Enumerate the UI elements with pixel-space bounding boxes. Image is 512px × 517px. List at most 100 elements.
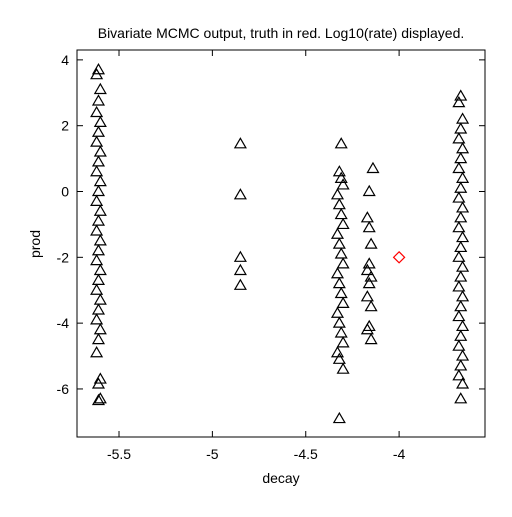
point: [91, 303, 106, 315]
point: [454, 151, 468, 164]
point: [336, 257, 350, 269]
point: [454, 299, 468, 312]
point: [91, 244, 106, 256]
point: [93, 392, 107, 404]
point: [334, 207, 348, 220]
point: [392, 250, 406, 264]
point: [334, 247, 348, 259]
point: [93, 234, 107, 246]
y-tick-label: 0: [61, 184, 69, 200]
point: [452, 369, 466, 381]
point: [332, 237, 346, 249]
x-axis-label: decay: [262, 470, 299, 486]
point: [452, 95, 466, 108]
point: [452, 221, 466, 233]
point: [91, 377, 106, 389]
point: [456, 319, 470, 332]
point: [90, 283, 104, 295]
point: [332, 352, 346, 364]
point: [360, 323, 374, 335]
point: [456, 290, 470, 302]
point: [454, 359, 468, 371]
point: [452, 339, 466, 351]
point: [454, 329, 468, 341]
point: [332, 197, 346, 210]
point: [90, 105, 104, 118]
point: [360, 290, 374, 302]
point: [332, 411, 346, 424]
y-tick-label: 2: [61, 118, 69, 134]
point: [454, 240, 468, 253]
point: [93, 323, 107, 335]
point: [456, 112, 470, 124]
point: [334, 326, 348, 338]
point: [336, 217, 350, 230]
point: [452, 132, 466, 144]
point: [452, 309, 466, 322]
point: [91, 332, 106, 345]
point: [362, 221, 376, 233]
point: [332, 276, 346, 289]
point: [91, 393, 106, 406]
point: [91, 214, 106, 226]
point: [456, 260, 470, 272]
y-tick-label: -6: [57, 381, 70, 397]
point: [90, 253, 104, 266]
x-tick-label: -4: [393, 446, 406, 462]
point: [456, 377, 470, 389]
point: [332, 316, 346, 328]
point: [233, 278, 247, 290]
point: [454, 122, 468, 134]
point: [362, 276, 376, 289]
point: [91, 125, 106, 137]
point: [336, 336, 350, 348]
point: [93, 293, 107, 305]
point: [91, 184, 106, 197]
point: [93, 174, 107, 187]
plot-frame: [76, 49, 486, 438]
y-tick-label: -4: [57, 315, 70, 331]
point: [334, 137, 348, 149]
point: [90, 67, 104, 80]
point: [91, 94, 106, 106]
point: [93, 204, 107, 216]
point: [454, 270, 468, 282]
point: [362, 184, 376, 197]
point: [454, 392, 468, 404]
point: [456, 142, 470, 154]
point: [330, 306, 345, 318]
point: [336, 178, 350, 190]
point: [454, 181, 468, 193]
point: [452, 280, 466, 292]
point: [456, 201, 470, 213]
point: [93, 145, 107, 157]
point: [452, 250, 466, 262]
point: [360, 211, 374, 223]
point: [364, 299, 378, 312]
point: [456, 230, 470, 243]
point: [93, 372, 107, 384]
point: [93, 115, 107, 127]
point: [330, 188, 345, 200]
point: [93, 82, 107, 95]
point: [452, 161, 466, 174]
point: [364, 332, 378, 345]
point: [452, 191, 466, 203]
chart-title: Bivariate MCMC output, truth in red. Log…: [98, 25, 465, 41]
point: [233, 137, 247, 149]
point: [90, 165, 104, 177]
point: [91, 155, 106, 167]
point: [91, 63, 106, 75]
point: [93, 263, 107, 276]
point: [336, 362, 350, 374]
point: [456, 349, 470, 361]
point: [90, 224, 104, 236]
point: [364, 237, 378, 249]
point: [454, 211, 468, 223]
point: [456, 171, 470, 183]
y-tick-label: 4: [61, 52, 69, 68]
point: [90, 194, 104, 206]
point: [90, 135, 104, 147]
point: [233, 263, 247, 276]
